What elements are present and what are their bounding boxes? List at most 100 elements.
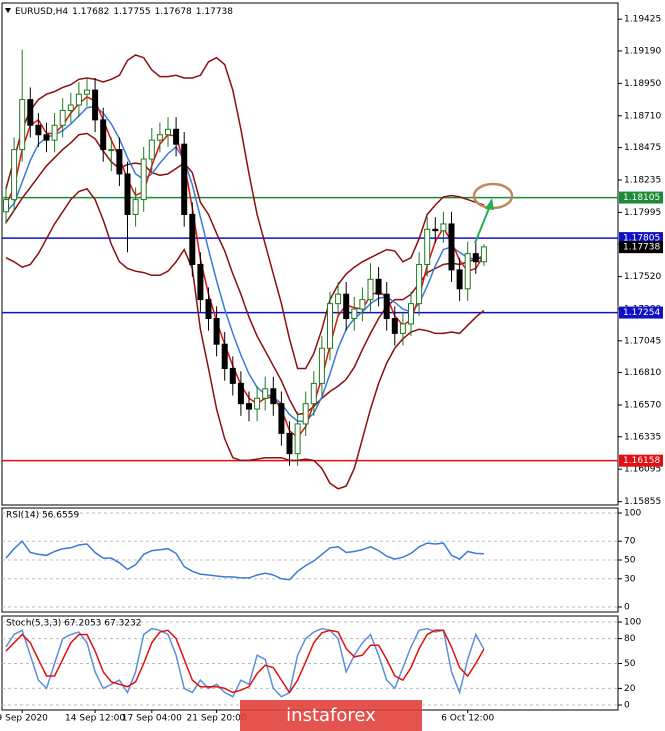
candle-body [472,253,479,263]
candle-body [124,173,131,215]
level-label-box [619,232,663,245]
candle-body [237,382,244,405]
candle-body [19,99,26,151]
y-tick-label: 70 [624,537,636,547]
candle-body [408,303,414,325]
candle-body [100,119,107,151]
candle-body [148,139,155,160]
x-tick-label: 14 Sep 12:00 [65,714,125,724]
symbol: EURUSD,H4 [15,7,68,17]
indicator-line [5,187,485,490]
level-label-box [619,191,663,204]
x-tick-label: 17 Sep 04:00 [122,714,182,724]
y-tick-label: 50 [624,659,636,669]
y-tick-label: 20 [624,684,636,694]
y-tick-label: 100 [624,618,641,628]
candle-body [108,149,115,152]
candle-body [59,109,66,126]
header-high: 1.17755 [113,7,150,17]
watermark-box [240,700,422,731]
y-tick-label: 1.18710 [624,111,661,121]
annotation [472,182,514,244]
candle-body [35,124,42,136]
candle-body [375,278,382,295]
indicator-line [5,629,485,694]
y-tick-label: 100 [624,509,641,519]
y-tick-label: 0 [624,701,630,711]
candle-body [11,149,18,201]
y-tick-label: 1.17520 [624,272,661,282]
x-tick-label: 21 Sep 20:00 [187,714,247,724]
candle-body [246,403,252,410]
candle-body [448,223,455,271]
candle-body [189,213,196,265]
candle-body [27,99,34,126]
y-tick-label: 80 [624,634,636,644]
candle-body [278,403,285,434]
y-tick-label: 1.19190 [624,46,661,56]
menu-icon [5,8,11,13]
panel-title: RSI(14) 56.6559 [6,511,79,521]
candle-body [359,299,366,310]
candle-body [294,423,301,455]
candle-body [51,124,58,141]
candle-body [464,253,471,290]
level-label: 1.17805 [623,234,660,244]
level-label: 1.16158 [623,456,660,466]
candle-body [197,263,204,301]
y-tick-label: 30 [624,574,636,584]
candle-body [399,323,406,334]
candle-body [43,134,50,141]
x-tick-label: 9 Sep 2020 [0,714,48,724]
y-tick-label: 1.18475 [624,143,661,153]
indicator-line [5,627,485,698]
candle-body [383,293,390,320]
level-label-box [619,306,663,319]
candle-body [302,403,309,425]
indicator-line [5,105,485,422]
candle-body [254,397,261,410]
candle-body [310,382,317,405]
candle-body [165,128,171,136]
y-tick-label: 1.17995 [624,208,661,218]
y-tick-label: 1.15855 [624,497,661,507]
candle-body [75,93,82,106]
candle-body [84,89,90,95]
candle-body [213,318,220,345]
level-label: 1.18105 [623,193,660,203]
header-close: 1.17738 [196,7,233,17]
candle-body [327,303,333,349]
candle-body [343,293,350,320]
y-tick-label: 1.17045 [624,336,661,346]
plot-layer: 1.19425 1.19190 1.18950 1.18710 1.18475 1.182… [0,15,663,724]
candle-body [205,299,212,320]
indicator-line [5,54,485,370]
candle-body [335,293,342,305]
candle-body [318,347,325,384]
x-tick-label: 6 Oct 12:00 [441,714,494,724]
y-tick-label: 0 [624,603,630,613]
candle-body [132,199,139,215]
level-label-box [619,454,663,467]
candle-body [432,228,439,232]
arrow-head [485,198,494,210]
y-tick-label: 1.18235 [624,176,661,186]
forecast-arrow [474,205,491,244]
candle-body [440,223,447,232]
y-tick-label: 1.16810 [624,368,661,378]
candle-body [351,308,358,320]
candle-body [480,246,487,263]
candle-body [140,158,147,201]
y-tick-label: 1.16095 [624,465,661,475]
y-tick-label: 1.18950 [624,79,661,89]
candle-body [221,343,228,370]
candle-body [181,143,188,215]
y-tick-label: 1.16335 [624,432,661,442]
candle-body [391,318,398,334]
candle-body [67,104,74,111]
candle-body [456,269,463,290]
candle-body [286,432,293,455]
candle-body [424,228,431,265]
y-tick-label: 1.19425 [624,15,661,25]
candle-body [3,199,9,213]
